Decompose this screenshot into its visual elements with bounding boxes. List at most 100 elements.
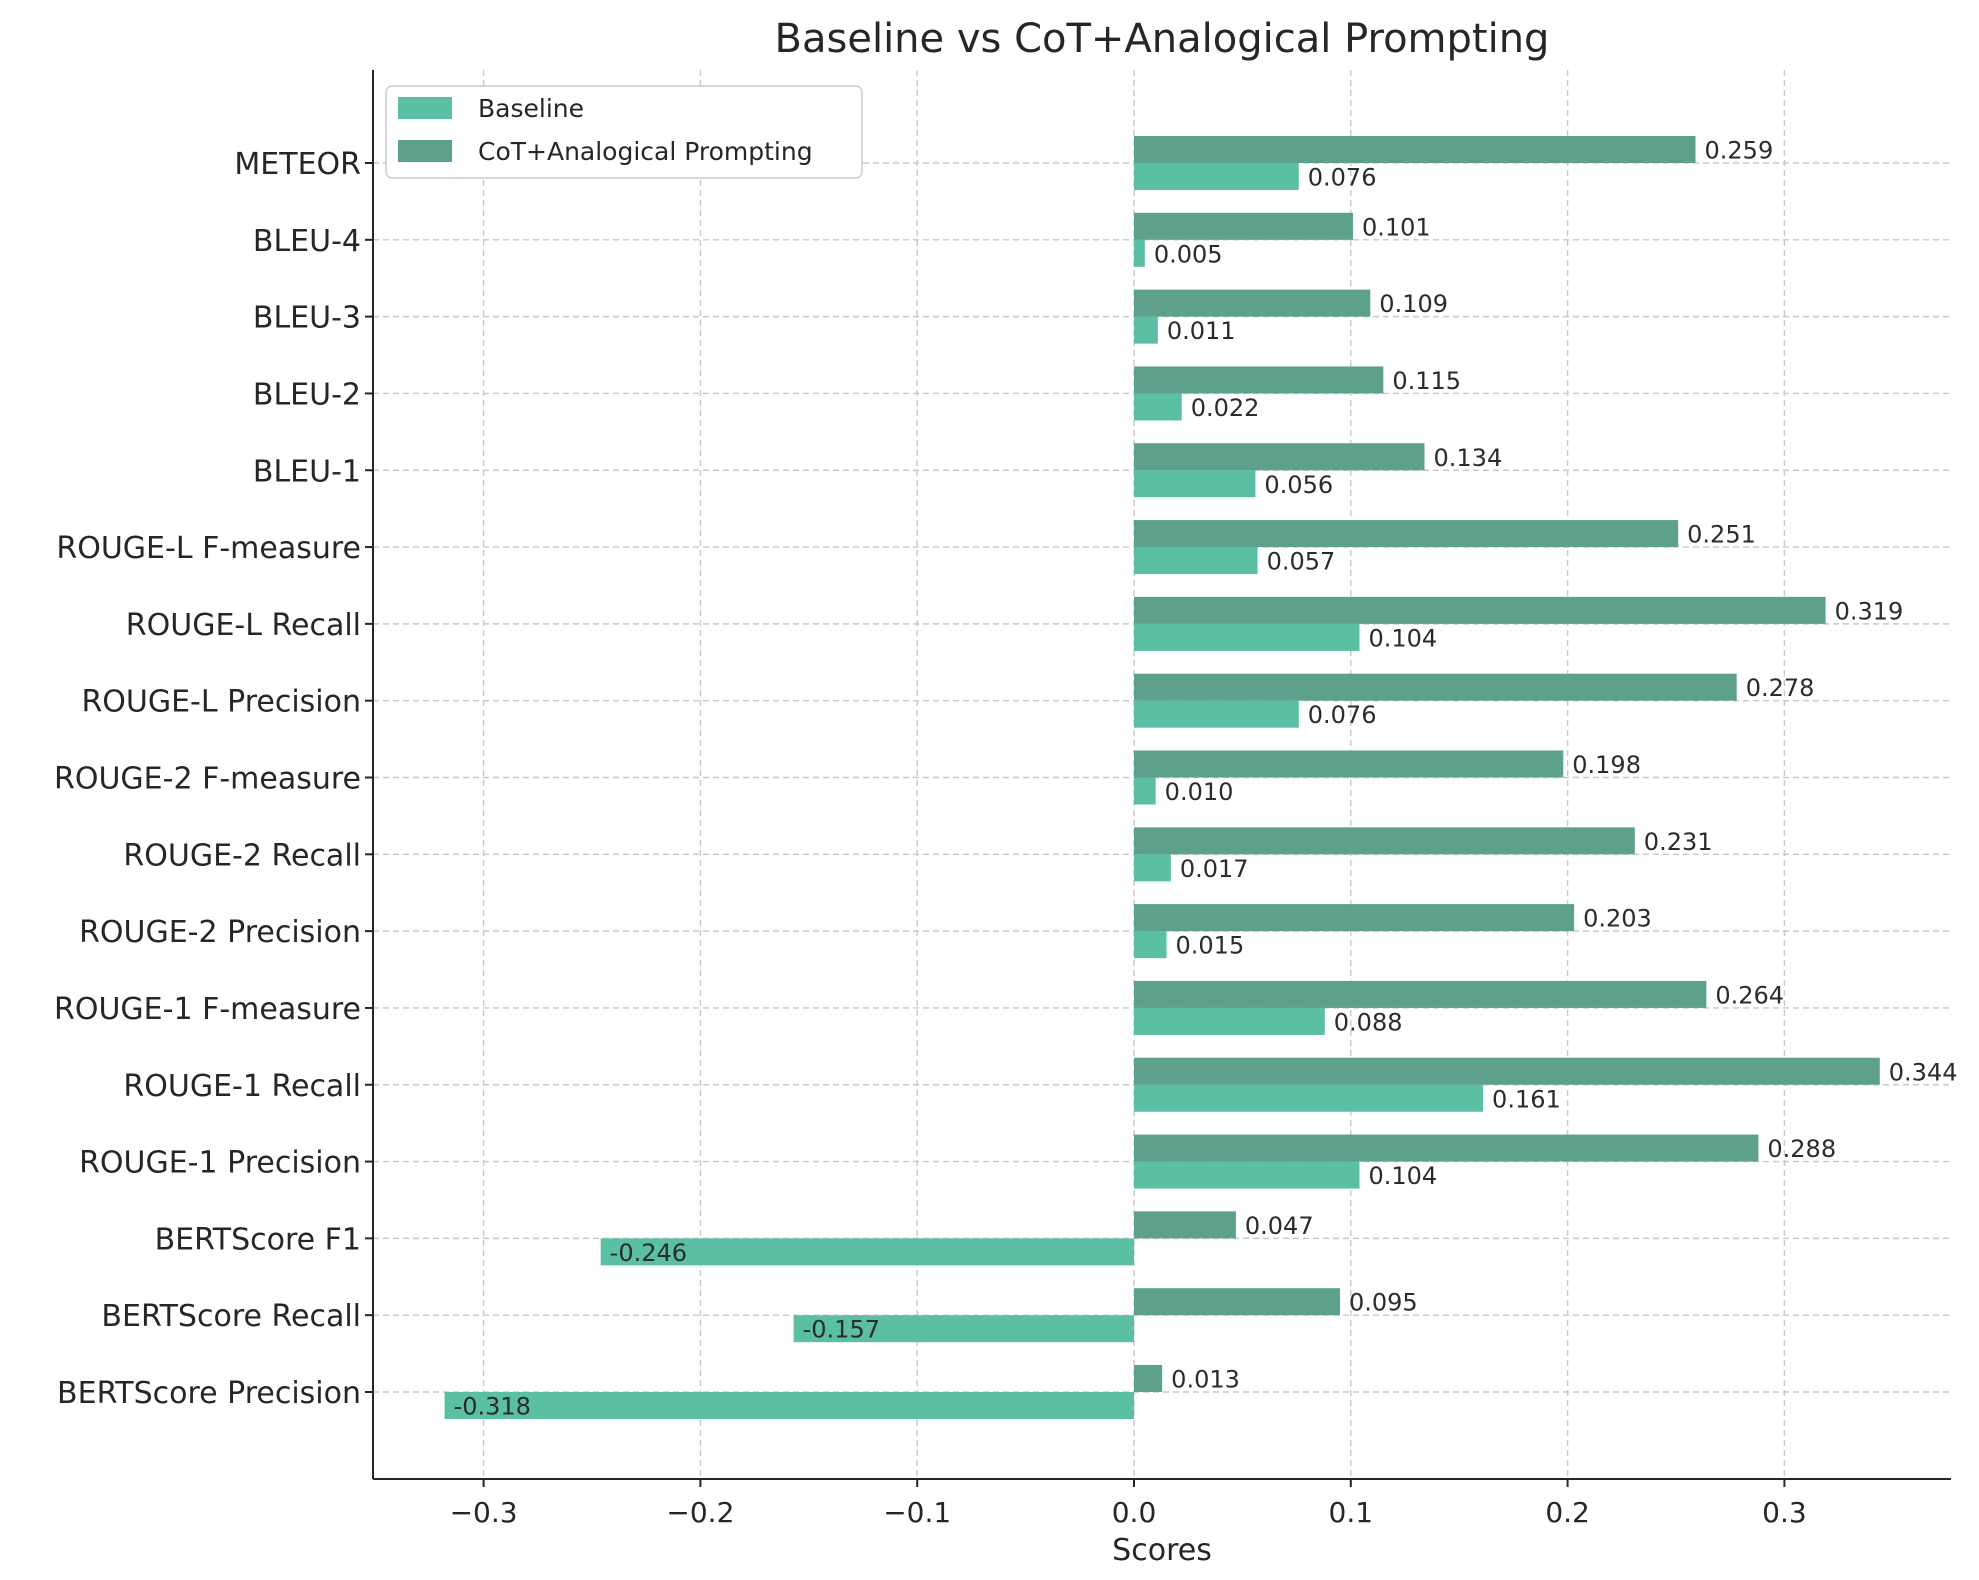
data-label-baseline-rouge-1-recall: 0.161	[1492, 1085, 1561, 1113]
bar-cot-analogical-prompting-rouge-2-precision	[1134, 904, 1575, 932]
y-tick-label-rouge-2-precision: ROUGE-2 Precision	[79, 915, 361, 950]
y-tick-label-rouge-2-recall: ROUGE-2 Recall	[123, 838, 361, 873]
bar-baseline-bleu-4	[1134, 239, 1145, 267]
bar-cot-analogical-prompting-rouge-l-f-measure	[1134, 520, 1679, 548]
data-label-layer: -0.318 -0.157 -0.246 0.104 0.161 0.088 0.015 0.…	[454, 137, 1958, 1421]
data-label-cot-analogical-prompting-bleu-3: 0.109	[1379, 290, 1448, 318]
bar-layer	[444, 136, 1880, 1419]
bar-baseline-bleu-3	[1134, 316, 1158, 344]
data-label-cot-analogical-prompting-rouge-1-precision: 0.288	[1767, 1135, 1836, 1163]
data-label-cot-analogical-prompting-rouge-l-recall: 0.319	[1835, 597, 1904, 625]
bar-cot-analogical-prompting-bleu-2	[1134, 366, 1384, 394]
data-label-baseline-rouge-1-precision: 0.104	[1368, 1162, 1437, 1190]
data-label-cot-analogical-prompting-meteor: 0.259	[1705, 137, 1774, 165]
data-label-baseline-bertscore-f1: -0.246	[610, 1239, 687, 1267]
bar-baseline-rouge-1-precision	[1134, 1161, 1360, 1189]
y-tick-label-meteor: METEOR	[234, 147, 361, 182]
bar-cot-analogical-prompting-rouge-1-precision	[1134, 1134, 1759, 1162]
y-tick-label-rouge-2-f-measure: ROUGE-2 F-measure	[54, 762, 361, 797]
bar-cot-analogical-prompting-bleu-3	[1134, 289, 1371, 317]
legend-label-baseline: Baseline	[478, 94, 584, 123]
bar-baseline-rouge-l-f-measure	[1134, 547, 1258, 575]
bar-baseline-rouge-1-recall	[1134, 1084, 1484, 1112]
legend-swatch-baseline	[398, 97, 452, 119]
data-label-cot-analogical-prompting-bertscore-f1: 0.047	[1245, 1212, 1314, 1240]
chart-title: Baseline vs CoT+Analogical Prompting	[775, 16, 1550, 62]
bar-baseline-rouge-2-f-measure	[1134, 777, 1156, 805]
bar-cot-analogical-prompting-rouge-2-f-measure	[1134, 750, 1564, 778]
bar-cot-analogical-prompting-rouge-l-precision	[1134, 673, 1737, 701]
data-label-cot-analogical-prompting-bertscore-recall: 0.095	[1349, 1289, 1418, 1317]
y-tick-label-rouge-1-f-measure: ROUGE-1 F-measure	[54, 992, 361, 1027]
bar-cot-analogical-prompting-rouge-l-recall	[1134, 596, 1826, 624]
x-axis-label: Scores	[1112, 1533, 1212, 1568]
y-tick-label-bleu-3: BLEU-3	[253, 301, 361, 336]
bar-baseline-meteor	[1134, 163, 1299, 190]
data-label-baseline-bertscore-recall: -0.157	[803, 1316, 880, 1344]
x-tick-label: 0.0	[1112, 1496, 1157, 1529]
y-tick-label-bleu-2: BLEU-2	[253, 377, 361, 412]
data-label-baseline-rouge-l-f-measure: 0.057	[1267, 548, 1336, 576]
y-tick-layer: BERTScore Precision BERTScore Recall BERTS…	[54, 147, 373, 1411]
bar-baseline-rouge-l-precision	[1134, 700, 1299, 728]
bar-baseline-rouge-2-recall	[1134, 854, 1171, 882]
bar-cot-analogical-prompting-bertscore-precision	[1134, 1365, 1163, 1392]
data-label-baseline-bleu-4: 0.005	[1154, 240, 1223, 268]
bar-baseline-bertscore-f1	[600, 1238, 1134, 1266]
bar-baseline-bleu-1	[1134, 470, 1256, 498]
data-label-cot-analogical-prompting-bertscore-precision: 0.013	[1171, 1366, 1240, 1394]
data-label-baseline-bleu-1: 0.056	[1264, 471, 1333, 499]
data-label-baseline-rouge-2-f-measure: 0.010	[1165, 778, 1234, 806]
bar-cot-analogical-prompting-bertscore-recall	[1134, 1288, 1340, 1316]
y-tick-label-bertscore-f1: BERTScore F1	[155, 1222, 361, 1257]
data-label-cot-analogical-prompting-rouge-1-f-measure: 0.264	[1715, 981, 1784, 1009]
bar-cot-analogical-prompting-rouge-1-recall	[1134, 1057, 1880, 1085]
data-label-baseline-bleu-3: 0.011	[1167, 317, 1236, 345]
x-tick-label: 0.3	[1762, 1496, 1807, 1529]
bar-cot-analogical-prompting-bleu-1	[1134, 443, 1425, 471]
y-tick-label-rouge-l-f-measure: ROUGE-L F-measure	[56, 531, 361, 566]
data-label-cot-analogical-prompting-rouge-l-f-measure: 0.251	[1687, 521, 1756, 549]
x-tick-label: 0.2	[1545, 1496, 1590, 1529]
data-label-baseline-rouge-l-recall: 0.104	[1368, 624, 1437, 652]
data-label-baseline-rouge-1-f-measure: 0.088	[1334, 1008, 1403, 1036]
x-tick-label: −0.1	[883, 1496, 951, 1529]
legend-label-cot-analogical: CoT+Analogical Prompting	[478, 137, 813, 166]
y-tick-label-bleu-4: BLEU-4	[253, 224, 361, 259]
y-tick-label-bertscore-precision: BERTScore Precision	[57, 1376, 361, 1411]
y-tick-label-bleu-1: BLEU-1	[253, 454, 361, 489]
data-label-cot-analogical-prompting-rouge-l-precision: 0.278	[1746, 674, 1815, 702]
bar-cot-analogical-prompting-rouge-2-recall	[1134, 827, 1635, 855]
y-tick-label-rouge-1-recall: ROUGE-1 Recall	[123, 1069, 361, 1104]
data-label-cot-analogical-prompting-rouge-2-precision: 0.203	[1583, 905, 1652, 933]
data-label-cot-analogical-prompting-rouge-1-recall: 0.344	[1889, 1058, 1958, 1086]
data-label-cot-analogical-prompting-bleu-2: 0.115	[1392, 367, 1461, 395]
y-tick-label-rouge-1-precision: ROUGE-1 Precision	[79, 1146, 361, 1181]
data-label-cot-analogical-prompting-bleu-4: 0.101	[1362, 213, 1431, 241]
axes-layer	[372, 70, 1951, 1480]
y-tick-label-rouge-l-recall: ROUGE-L Recall	[126, 608, 361, 643]
data-label-cot-analogical-prompting-rouge-2-f-measure: 0.198	[1572, 751, 1641, 779]
data-label-baseline-rouge-2-recall: 0.017	[1180, 855, 1249, 883]
bar-baseline-rouge-l-recall	[1134, 623, 1360, 651]
data-label-baseline-rouge-2-precision: 0.015	[1176, 932, 1245, 960]
data-label-baseline-meteor: 0.076	[1308, 164, 1377, 192]
x-tick-label: −0.2	[666, 1496, 734, 1529]
legend-swatch-cot-analogical	[398, 140, 452, 162]
legend: Baseline CoT+Analogical Prompting	[385, 85, 863, 179]
bar-baseline-rouge-1-f-measure	[1134, 1007, 1325, 1035]
data-label-baseline-rouge-l-precision: 0.076	[1308, 701, 1377, 729]
bar-cot-analogical-prompting-rouge-1-f-measure	[1134, 980, 1707, 1008]
bar-cot-analogical-prompting-bertscore-f1	[1134, 1211, 1236, 1239]
bar-baseline-rouge-2-precision	[1134, 931, 1167, 959]
data-label-cot-analogical-prompting-bleu-1: 0.134	[1434, 444, 1503, 472]
legend-frame	[385, 85, 863, 179]
y-tick-label-bertscore-recall: BERTScore Recall	[101, 1299, 361, 1334]
data-label-cot-analogical-prompting-rouge-2-recall: 0.231	[1644, 828, 1713, 856]
bar-baseline-bertscore-precision	[444, 1392, 1134, 1419]
data-label-baseline-bertscore-precision: -0.318	[454, 1393, 531, 1421]
data-label-baseline-bleu-2: 0.022	[1191, 394, 1260, 422]
bar-cot-analogical-prompting-meteor	[1134, 136, 1696, 163]
bar-baseline-bertscore-recall	[793, 1315, 1134, 1343]
